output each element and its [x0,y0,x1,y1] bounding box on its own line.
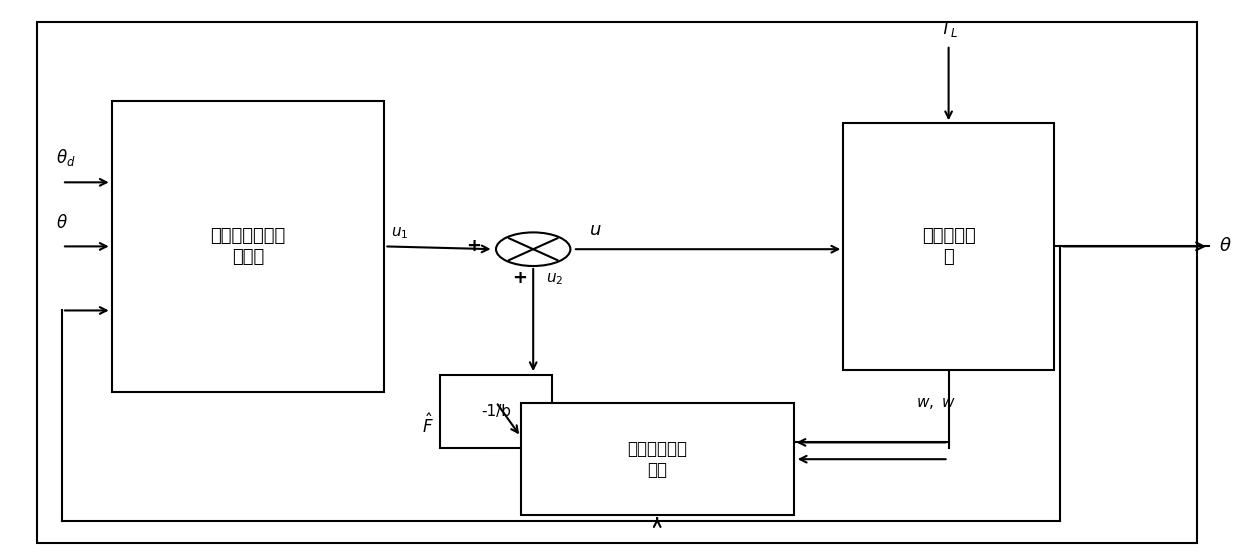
Text: 非线性干扰观
测器: 非线性干扰观 测器 [627,440,687,479]
Circle shape [496,232,570,266]
Text: $u$: $u$ [589,221,601,239]
Bar [440,375,552,448]
Text: $T_L$: $T_L$ [940,19,957,39]
Text: $\theta_d$: $\theta_d$ [56,147,76,169]
Text: 自适应反演滑模
控制器: 自适应反演滑模 控制器 [211,227,285,266]
Text: $\hat{F}$: $\hat{F}$ [423,414,434,437]
Text: $u_2$: $u_2$ [546,272,563,287]
Text: $\theta$: $\theta$ [1219,237,1231,255]
Text: $\theta$: $\theta$ [56,214,68,232]
Text: 直流无刷电
机: 直流无刷电 机 [921,227,976,266]
Bar [843,123,1054,370]
Bar [112,101,384,392]
Bar [521,403,794,515]
Text: $w,\ \dot{w}$: $w,\ \dot{w}$ [916,392,956,412]
Text: +: + [512,269,527,287]
Text: -1/b: -1/b [481,404,511,419]
Text: +: + [466,237,481,255]
Text: $u_1$: $u_1$ [391,225,408,241]
